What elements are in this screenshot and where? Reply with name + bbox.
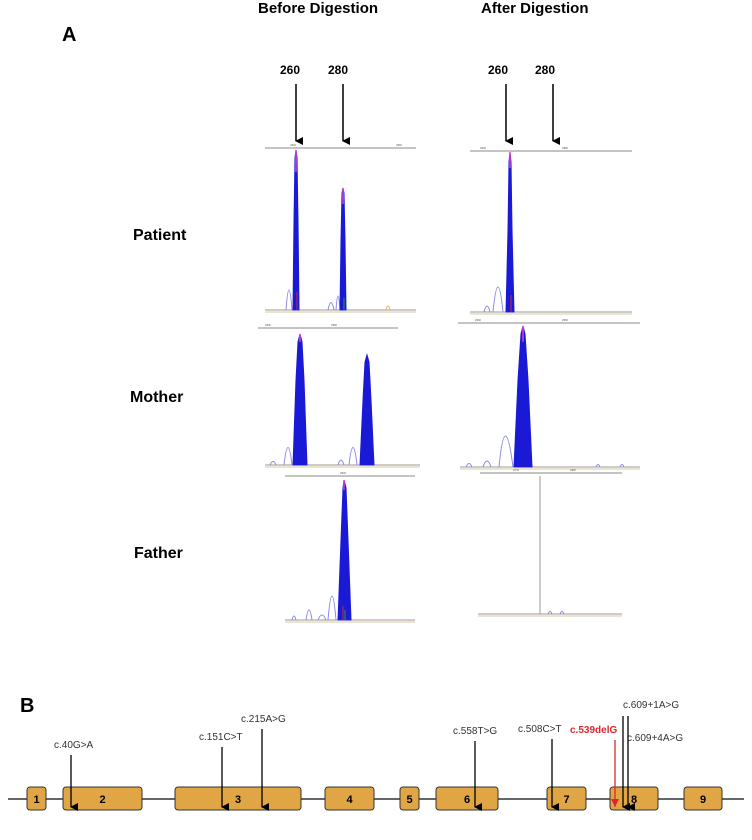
exon-5: 5 (399, 786, 420, 811)
trace-patient-after: 260 280 (470, 146, 632, 315)
exon-label: 6 (464, 794, 470, 806)
mutation-label: c.609+1A>G (623, 700, 679, 711)
mutation-label: c.508C>T (518, 724, 562, 735)
svg-text:260: 260 (475, 318, 481, 322)
row-label-mother: Mother (130, 389, 183, 406)
size-marker-before-280: 280 (328, 63, 350, 145)
mutation-c609plus1AG: c.609+1A>G (622, 700, 679, 811)
after-digestion-heading: After Digestion (481, 0, 589, 17)
svg-text:280: 280 (562, 146, 568, 150)
size-marker-before-260: 260 (280, 63, 303, 145)
size-marker-label: 280 (535, 63, 555, 77)
exon-7: 7 (546, 786, 587, 811)
mutation-c609plus4AG: c.609+4A>G (627, 716, 683, 811)
exon-label: 3 (235, 794, 241, 806)
exon-4: 4 (324, 786, 375, 811)
trace-father-before: 260 (285, 471, 415, 623)
mutation-label: c.215A>G (241, 714, 286, 725)
exon-label: 5 (406, 794, 412, 806)
exon-label: 1 (33, 794, 39, 806)
before-digestion-heading: Before Digestion (258, 0, 378, 17)
exon-2: 2 (62, 786, 143, 811)
size-marker-label: 260 (280, 63, 300, 77)
svg-text:280: 280 (562, 318, 568, 322)
mutation-c215AG: c.215A>G (241, 714, 286, 811)
exon-8: 8 (609, 786, 659, 811)
exon-9: 9 (683, 786, 723, 811)
svg-text:260: 260 (265, 323, 271, 327)
mutation-c558TG: c.558T>G (453, 726, 497, 811)
mutation-c151CT: c.151C>T (199, 732, 243, 811)
row-label-patient: Patient (133, 227, 187, 244)
exon-1: 1 (26, 786, 47, 811)
svg-text:260: 260 (290, 143, 296, 147)
svg-text:260: 260 (340, 471, 346, 475)
trace-father-after: 270 280 (478, 468, 622, 617)
mutation-label: c.151C>T (199, 732, 243, 743)
svg-text:280: 280 (331, 323, 337, 327)
size-marker-after-260: 260 (488, 63, 513, 145)
mutation-label: c.558T>G (453, 726, 497, 737)
mutation-label: c.609+4A>G (627, 733, 683, 744)
svg-text:270: 270 (513, 468, 519, 472)
size-marker-label: 280 (328, 63, 348, 77)
mutation-label: c.40G>A (54, 740, 94, 751)
exon-label: 2 (99, 794, 105, 806)
svg-text:280: 280 (570, 468, 576, 472)
exon-label: 9 (700, 794, 706, 806)
exon-label: 8 (631, 794, 637, 806)
panel-a-letter: A (62, 24, 76, 46)
row-label-father: Father (134, 545, 183, 562)
trace-patient-before: 260 280 (265, 143, 416, 313)
mutation-c508CT: c.508C>T (518, 724, 562, 811)
mutation-c539delG: c.539delG (570, 725, 619, 807)
trace-mother-after: 260 280 (458, 318, 640, 470)
exon-6: 6 (435, 786, 499, 811)
trace-mother-before: 260 280 (258, 323, 420, 468)
panel-b-letter: B (20, 695, 34, 717)
svg-text:280: 280 (396, 143, 402, 147)
exon-label: 7 (563, 794, 569, 806)
size-marker-label: 260 (488, 63, 508, 77)
mutation-label-highlight: c.539delG (570, 725, 617, 736)
svg-text:260: 260 (480, 146, 486, 150)
mutation-c40GA: c.40G>A (54, 740, 94, 811)
exon-label: 4 (346, 794, 353, 806)
exon-3: 3 (174, 786, 302, 811)
size-marker-after-280: 280 (535, 63, 560, 145)
